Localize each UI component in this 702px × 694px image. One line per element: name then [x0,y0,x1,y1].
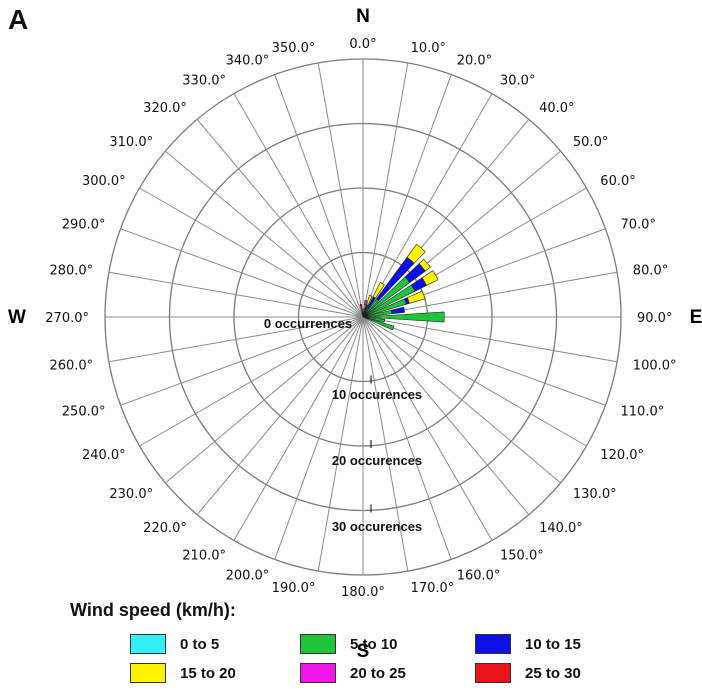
grid-spoke-10 [362,62,409,318]
angle-label-160: 160.0° [457,569,501,584]
compass-south: S [357,641,370,662]
compass-labels: N E S W [8,6,702,662]
bar-30-series-4 [372,281,385,299]
angle-labels: 0.0° 10.0° 20.0° 30.0° 40.0° 50.0° 60.0° 70.0° 8… [45,37,676,600]
radial-label-10: 10 occurences [332,387,422,402]
grid-spoke-80 [362,271,618,318]
grid-spoke-100 [362,316,618,363]
grid-spoke-260 [108,316,364,363]
angle-label-300: 300.0° [82,174,126,189]
compass-east: E [690,307,702,328]
bar-110-series-2 [362,316,395,331]
angle-label-10: 10.0° [411,41,446,56]
legend-title: Wind speed (km/h): [70,600,236,620]
radial-label-20: 20 occurences [332,453,422,468]
angle-label-200: 200.0° [226,569,270,584]
angle-label-50: 50.0° [573,135,608,150]
angle-label-320: 320.0° [143,101,187,116]
grid-spoke-210 [233,316,364,541]
radial-labels: 0 occurrences 10 occurences 20 occurences 3… [264,316,422,534]
compass-north: N [356,6,370,27]
angle-label-60: 60.0° [600,174,635,189]
grid-spoke-150 [362,316,493,541]
radial-label-0: 0 occurrences [264,316,352,331]
angle-label-90: 90.0° [637,311,672,326]
angle-label-250: 250.0° [62,405,106,420]
grid-spoke-330 [233,93,364,318]
grid-spoke-170 [362,316,409,572]
grid-spoke-20 [362,74,452,318]
angle-label-280: 280.0° [49,263,93,278]
grid-spoke-220 [196,316,364,515]
compass-west: W [8,307,26,328]
angle-label-20: 20.0° [457,54,492,69]
bar-100-series-2 [365,316,386,323]
angle-label-100: 100.0° [633,359,677,374]
grid-spoke-300 [139,187,364,318]
angle-label-40: 40.0° [539,101,574,116]
angle-label-350: 350.0° [272,41,316,56]
bar-40-series-4 [406,243,426,264]
bar-70-series-4 [406,290,426,304]
angle-label-110: 110.0° [621,405,665,420]
grid-spoke-140 [362,316,530,515]
bar-350-series-6 [359,303,363,312]
grid-spoke-310 [165,150,364,318]
grid-spoke-200 [274,316,364,560]
grid-spoke-240 [139,316,364,447]
grid-spoke-320 [196,119,364,318]
angle-label-220: 220.0° [143,521,187,536]
grid-spoke-110 [362,316,606,406]
angle-label-150: 150.0° [500,548,544,563]
wind-bars [359,243,445,331]
bar-60-series-4 [421,270,439,286]
grid-spoke-350 [317,62,364,318]
grid-spoke-280 [108,271,364,318]
angle-label-0: 0.0° [349,37,376,52]
angle-label-210: 210.0° [182,548,226,563]
angle-label-240: 240.0° [82,448,126,463]
bar-20-series-4 [366,294,373,306]
grid-spoke-120 [362,316,587,447]
angle-label-80: 80.0° [633,263,668,278]
angle-label-120: 120.0° [600,448,644,463]
angle-label-130: 130.0° [573,487,617,502]
grid-spoke-290 [120,228,364,318]
grid-spoke-230 [165,316,364,484]
angle-label-310: 310.0° [109,135,153,150]
angle-label-190: 190.0° [272,581,316,596]
radial-label-30: 30 occurences [332,519,422,534]
angle-label-260: 260.0° [49,359,93,374]
grid-spoke-250 [120,316,364,406]
bar-90-series-2 [366,311,445,323]
grid-spoke-130 [362,316,561,484]
angle-label-140: 140.0° [539,521,583,536]
angle-label-270: 270.0° [45,311,89,326]
angle-label-330: 330.0° [182,74,226,89]
angle-label-290: 290.0° [62,217,106,232]
bar-50-series-4 [418,258,431,272]
angle-label-70: 70.0° [621,217,656,232]
grid-spoke-160 [362,316,452,560]
angle-label-30: 30.0° [500,74,535,89]
bar-80-series-3 [390,306,405,315]
grid-spoke-30 [362,93,493,318]
grid-spoke-190 [317,316,364,572]
grid-spoke-340 [274,74,364,318]
angle-label-340: 340.0° [226,54,270,69]
panel-label: A [8,4,29,35]
angle-label-170: 170.0° [411,581,455,596]
angle-label-180: 180.0° [341,585,385,600]
bar-10-series-5 [364,299,368,305]
angle-label-230: 230.0° [109,487,153,502]
